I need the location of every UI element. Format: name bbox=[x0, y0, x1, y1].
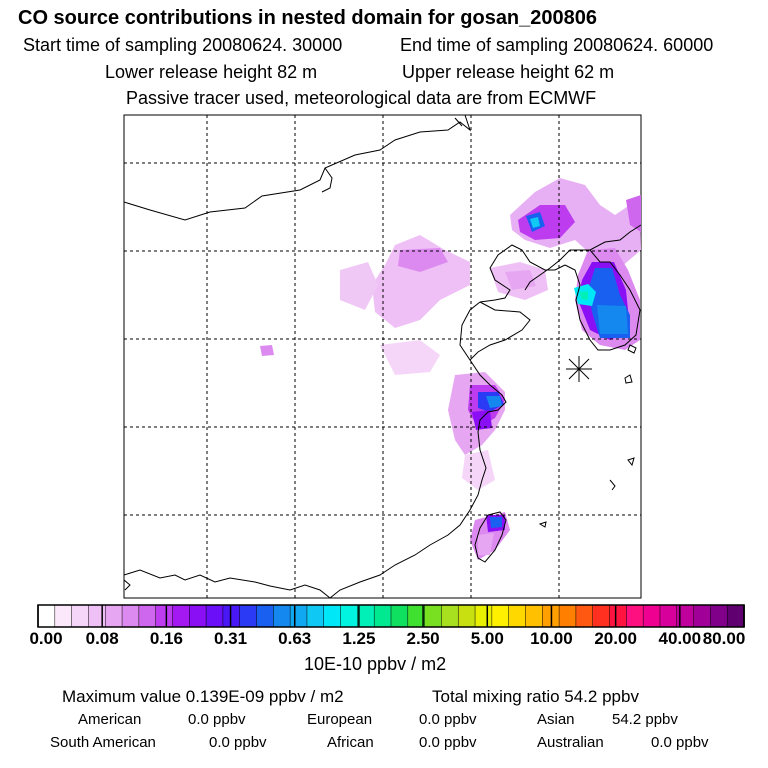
coastlines bbox=[123, 114, 642, 599]
colorbar-segment bbox=[256, 604, 275, 628]
asian-value: 54.2 ppbv bbox=[612, 711, 678, 728]
start-time: Start time of sampling 20080624. 30000 bbox=[23, 35, 343, 55]
colorbar-segment bbox=[138, 604, 157, 628]
colorbar-segment bbox=[88, 604, 106, 628]
plume-central bbox=[380, 340, 440, 375]
colorbar-segment bbox=[491, 604, 510, 628]
tracer-note: Passive tracer used, meteorological data… bbox=[126, 88, 597, 108]
african-label: African bbox=[327, 734, 374, 751]
colorbar-segment bbox=[693, 604, 712, 628]
colorbar-segment bbox=[289, 604, 308, 628]
colorbar-segment bbox=[424, 604, 443, 628]
colorbar bbox=[37, 604, 745, 628]
plume-east-edge bbox=[626, 195, 641, 232]
colorbar-segment bbox=[441, 604, 459, 628]
colorbar-segment bbox=[474, 604, 493, 628]
colorbar-segment bbox=[525, 604, 544, 628]
grid-lines bbox=[124, 115, 641, 598]
colorbar-segment bbox=[155, 604, 174, 628]
colorbar-label: 0.16 bbox=[149, 629, 183, 648]
colorbar-segment bbox=[592, 604, 611, 628]
colorbar-label: 40.00 bbox=[658, 629, 702, 648]
colorbar-segment bbox=[306, 604, 325, 628]
american-value: 0.0 ppbv bbox=[188, 711, 246, 728]
colorbar-segment bbox=[172, 604, 191, 628]
plume-layer bbox=[260, 178, 641, 560]
colorbar-segment bbox=[575, 604, 594, 628]
colorbar-segment bbox=[373, 604, 392, 628]
colorbar-label: 0.31 bbox=[213, 629, 248, 648]
plume-yangtze-lb bbox=[486, 396, 502, 408]
colorbar-segment bbox=[659, 604, 678, 628]
colorbar-segment bbox=[104, 604, 123, 628]
colorbar-segment bbox=[239, 604, 258, 628]
colorbar-segment bbox=[71, 604, 90, 628]
colorbar-unit: 10E-10 ppbv / m2 bbox=[304, 654, 447, 674]
plume-fujian bbox=[462, 450, 495, 490]
colorbar-segment bbox=[508, 604, 527, 628]
upper-release-height: Upper release height 62 m bbox=[402, 62, 615, 82]
plume-yangtze-lower bbox=[472, 410, 492, 430]
colorbar-segment bbox=[205, 604, 224, 628]
colorbar-segment bbox=[37, 604, 56, 628]
total-mixing-ratio: Total mixing ratio 54.2 ppbv bbox=[432, 687, 639, 706]
colorbar-label: 80.00 bbox=[702, 629, 746, 648]
end-time: End time of sampling 20080624. 60000 bbox=[400, 35, 714, 55]
european-label: European bbox=[307, 711, 373, 728]
colorbar-segment bbox=[189, 604, 207, 628]
colorbar-border bbox=[37, 604, 745, 628]
plume-korea-lightblue bbox=[597, 305, 628, 334]
colorbar-segment bbox=[340, 604, 359, 628]
colorbar-segment bbox=[357, 604, 375, 628]
plume-north-china-2 bbox=[398, 248, 448, 272]
colorbar-segment bbox=[457, 604, 476, 628]
colorbar-label: 10.00 bbox=[530, 629, 573, 648]
colorbar-label: 1.25 bbox=[342, 629, 376, 648]
asian-label: Asian bbox=[537, 711, 575, 728]
colorbar-segment bbox=[54, 604, 73, 628]
colorbar-label: 0.63 bbox=[278, 629, 312, 648]
colorbar-segment bbox=[121, 604, 140, 628]
colorbar-segment bbox=[390, 604, 409, 628]
plume-west bbox=[340, 262, 378, 310]
plot-title: CO source contributions in nested domain… bbox=[18, 7, 598, 29]
african-value: 0.0 ppbv bbox=[419, 734, 477, 751]
colorbar-label: 5.00 bbox=[470, 629, 504, 648]
colorbar-segment bbox=[609, 604, 628, 628]
colorbar-segment bbox=[710, 604, 728, 628]
australian-value: 0.0 ppbv bbox=[651, 734, 709, 751]
lower-release-height: Lower release height 82 m bbox=[105, 62, 318, 82]
plume-manchuria bbox=[510, 178, 641, 268]
colorbar-segment bbox=[626, 604, 644, 628]
plume-manchuria-cyan bbox=[530, 217, 540, 228]
colorbar-label: 0.00 bbox=[29, 629, 63, 648]
maximum-value: Maximum value 0.139E-09 ppbv / m2 bbox=[62, 687, 344, 706]
colorbar-label: 20.00 bbox=[594, 629, 637, 648]
colorbar-segment bbox=[323, 604, 342, 628]
plume-korea-green bbox=[580, 291, 588, 300]
receptor-marker bbox=[566, 356, 592, 382]
colorbar-segment bbox=[726, 604, 745, 628]
plume-small bbox=[260, 345, 274, 356]
colorbar-segment bbox=[642, 604, 661, 628]
colorbar-label: 0.08 bbox=[85, 629, 119, 648]
colorbar-label: 2.50 bbox=[406, 629, 440, 648]
european-value: 0.0 ppbv bbox=[419, 711, 477, 728]
american-label: American bbox=[78, 711, 142, 728]
south-american-label: South American bbox=[50, 734, 156, 751]
colorbar-segment bbox=[558, 604, 577, 628]
colorbar-segment bbox=[273, 604, 291, 628]
plume-taiwan-south bbox=[478, 533, 494, 555]
colorbar-segment bbox=[222, 604, 241, 628]
plume-taiwan-blue bbox=[490, 517, 502, 528]
australian-label: Australian bbox=[537, 734, 604, 751]
south-american-value: 0.0 ppbv bbox=[209, 734, 267, 751]
